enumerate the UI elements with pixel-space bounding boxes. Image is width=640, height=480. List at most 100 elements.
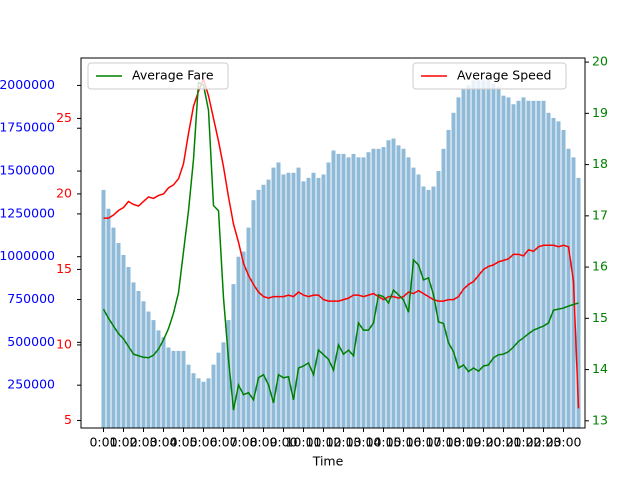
y2-tick-label: 10 bbox=[56, 336, 72, 351]
bar bbox=[546, 112, 551, 428]
x-tick-label: 16:00 bbox=[405, 435, 441, 450]
bar bbox=[511, 104, 516, 428]
y3-tick-label: 15 bbox=[592, 310, 608, 325]
y2-tick-label: 20 bbox=[56, 185, 72, 200]
x-tick-label: 5:00 bbox=[189, 435, 217, 450]
bar bbox=[231, 284, 236, 428]
y3-tick-label: 20 bbox=[592, 54, 608, 69]
y3-tick-label: 18 bbox=[592, 156, 608, 171]
bar bbox=[206, 378, 211, 428]
bar bbox=[446, 129, 451, 428]
bar bbox=[431, 186, 436, 428]
bar bbox=[366, 152, 371, 429]
x-tick-label: 20:00 bbox=[485, 435, 521, 450]
bar bbox=[566, 148, 571, 428]
bar bbox=[561, 129, 566, 428]
bar bbox=[291, 172, 296, 428]
bar bbox=[196, 378, 201, 428]
y3-tick-label: 14 bbox=[592, 361, 608, 376]
bar bbox=[286, 172, 291, 428]
bar bbox=[481, 80, 486, 428]
bar bbox=[401, 148, 406, 428]
y3-tick-label: 17 bbox=[592, 207, 608, 222]
x-tick-label: 17:00 bbox=[425, 435, 461, 450]
x-tick-label: 4:00 bbox=[169, 435, 197, 450]
x-tick-label: 12:00 bbox=[325, 435, 361, 450]
bar bbox=[191, 373, 196, 428]
bar bbox=[151, 320, 156, 428]
y2-tick-label: 5 bbox=[64, 412, 72, 427]
bar bbox=[411, 167, 416, 428]
bar bbox=[186, 364, 191, 428]
x-tick-label: 22:00 bbox=[525, 435, 561, 450]
y3-tick-label: 19 bbox=[592, 105, 608, 120]
bar bbox=[456, 97, 461, 429]
bar bbox=[476, 80, 481, 428]
bar bbox=[396, 145, 401, 428]
x-tick-label: 11:00 bbox=[305, 435, 341, 450]
y-tick-label: 2000000 bbox=[0, 77, 55, 92]
x-tick-label: 13:00 bbox=[345, 435, 381, 450]
x-tick-label: 0:00 bbox=[89, 435, 117, 450]
bar bbox=[371, 148, 376, 428]
bar bbox=[256, 189, 261, 428]
bar bbox=[391, 138, 396, 428]
bar bbox=[306, 177, 311, 428]
y2-tick-label: 15 bbox=[56, 261, 72, 276]
bar bbox=[166, 347, 171, 428]
bar bbox=[201, 381, 206, 428]
x-tick-label: 18:00 bbox=[445, 435, 481, 450]
bar bbox=[421, 186, 426, 428]
bar bbox=[521, 97, 526, 429]
bar bbox=[141, 301, 146, 428]
x-axis-label: Time bbox=[312, 454, 344, 469]
bar bbox=[221, 342, 226, 428]
line bbox=[103, 76, 580, 409]
x-tick-label: 7:00 bbox=[229, 435, 257, 450]
x-tick-label: 3:00 bbox=[149, 435, 177, 450]
bar bbox=[146, 311, 151, 428]
plot-frame bbox=[80, 57, 586, 429]
bar bbox=[111, 227, 116, 428]
bar bbox=[116, 243, 121, 428]
x-tick-label: 23:00 bbox=[545, 435, 581, 450]
bar bbox=[171, 350, 176, 428]
bar bbox=[556, 121, 561, 428]
y3-tick-label: 13 bbox=[592, 412, 608, 427]
bar bbox=[551, 117, 556, 428]
bar bbox=[386, 140, 391, 428]
bar bbox=[356, 157, 361, 428]
x-tick-label: 9:00 bbox=[269, 435, 297, 450]
bar bbox=[416, 174, 421, 428]
bar bbox=[501, 95, 506, 429]
bar bbox=[426, 189, 431, 428]
bar bbox=[326, 162, 331, 429]
bar bbox=[316, 177, 321, 428]
legend: Average Fare bbox=[87, 62, 229, 90]
legend-label: Average Fare bbox=[132, 68, 214, 83]
bar bbox=[236, 256, 241, 428]
y-tick-label: 1250000 bbox=[0, 205, 55, 220]
y-tick-label: 1750000 bbox=[0, 120, 55, 135]
bar bbox=[161, 337, 166, 428]
bar bbox=[216, 352, 221, 428]
bar bbox=[176, 350, 181, 428]
bar bbox=[246, 227, 251, 428]
x-tick-label: 8:00 bbox=[249, 435, 277, 450]
x-tick-label: 10:00 bbox=[285, 435, 321, 450]
x-tick-label: 15:00 bbox=[385, 435, 421, 450]
legend-box bbox=[412, 62, 567, 90]
bar bbox=[301, 181, 306, 428]
x-tick-label: 14:00 bbox=[365, 435, 401, 450]
x-tick-label: 2:00 bbox=[129, 435, 157, 450]
y-tick-label: 500000 bbox=[7, 334, 55, 349]
bar bbox=[271, 167, 276, 428]
bar bbox=[461, 88, 466, 428]
bar bbox=[311, 172, 316, 428]
bar bbox=[336, 153, 341, 429]
bar bbox=[276, 162, 281, 429]
bar bbox=[351, 153, 356, 429]
bar bbox=[451, 112, 456, 428]
legend-label: Average Speed bbox=[457, 68, 552, 83]
legend-box bbox=[87, 62, 229, 90]
